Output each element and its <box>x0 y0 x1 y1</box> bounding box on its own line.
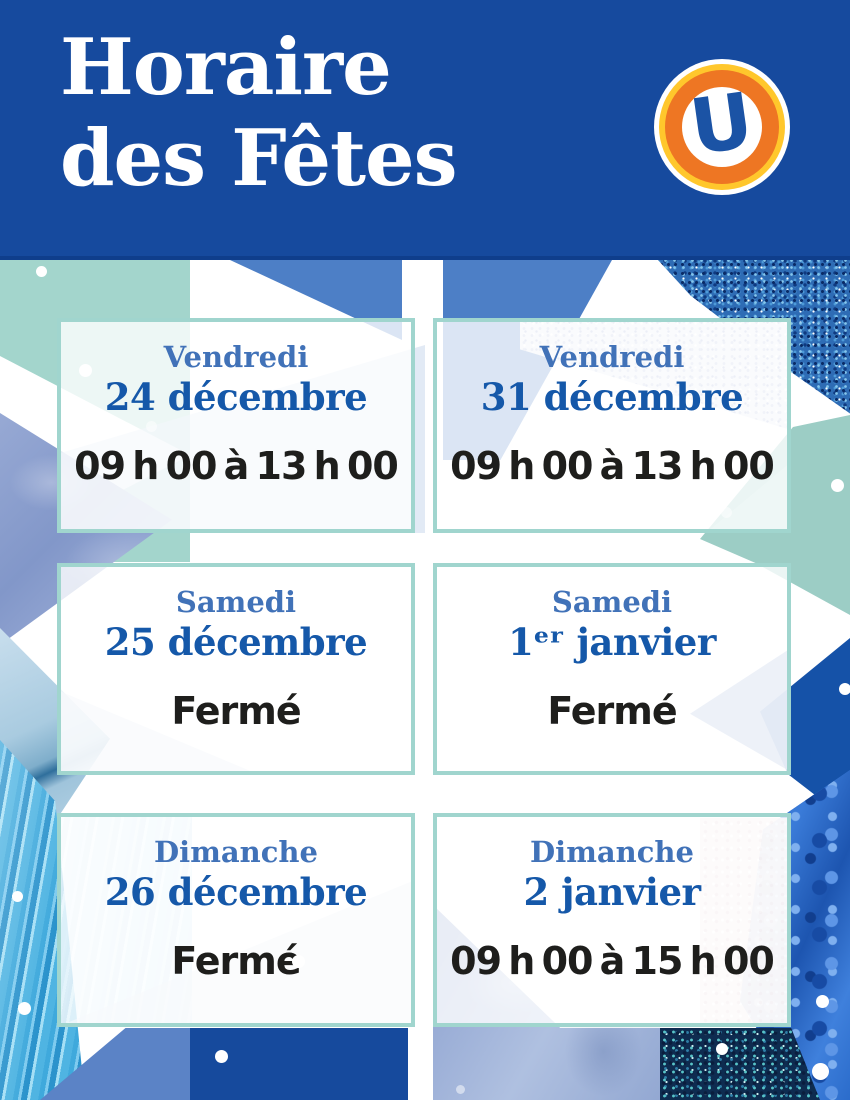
card-hours: Fermé <box>171 689 301 733</box>
card-hours: Fermé <box>547 689 677 733</box>
card-day: Vendredi <box>163 340 309 374</box>
card-day: Dimanche <box>530 835 694 869</box>
snow-dot <box>716 1043 728 1055</box>
card-date: 2 janvier <box>523 870 701 914</box>
brand-logo: U <box>654 59 790 195</box>
page-title: Horaire des Fêtes <box>60 22 458 204</box>
snow-dot <box>456 1085 465 1094</box>
snow-dot <box>36 266 47 277</box>
schedule-card-dec26: Dimanche 26 décembre Fermé <box>57 813 415 1027</box>
page-title-line1: Horaire <box>60 22 392 113</box>
snow-dot <box>215 1050 228 1063</box>
bg-glitter-bottom <box>660 1028 820 1100</box>
card-date: 1ᵉʳ janvier <box>508 620 716 664</box>
snow-dot <box>816 995 829 1008</box>
bg-darkblue-band-bottom <box>190 1028 408 1100</box>
schedule-card-dec24: Vendredi 24 décembre 09 h 00 à 13 h 00 <box>57 318 415 533</box>
snow-dot <box>721 507 732 518</box>
snow-dot <box>292 955 305 968</box>
schedule-card-jan1: Samedi 1ᵉʳ janvier Fermé <box>433 563 791 775</box>
snow-dot <box>831 479 844 492</box>
schedule-card-dec25: Samedi 25 décembre Fermé <box>57 563 415 775</box>
card-hours: 09 h 00 à 13 h 00 <box>450 444 775 488</box>
card-date: 24 décembre <box>104 375 368 419</box>
card-day: Vendredi <box>539 340 685 374</box>
snow-dot <box>18 1002 31 1015</box>
card-date: 31 décembre <box>480 375 744 419</box>
snow-dot <box>812 1063 829 1080</box>
logo-u-letter: U <box>684 74 759 172</box>
snow-dot <box>839 683 850 695</box>
card-hours: 09 h 00 à 15 h 00 <box>450 939 775 983</box>
card-date: 25 décembre <box>104 620 368 664</box>
card-day: Samedi <box>175 585 297 619</box>
header: Horaire des Fêtes U <box>0 0 850 260</box>
logo-inner-disc <box>682 87 762 167</box>
schedule-card-jan2: Dimanche 2 janvier 09 h 00 à 15 h 00 <box>433 813 791 1027</box>
card-date: 26 décembre <box>104 870 368 914</box>
card-hours: Fermé <box>171 939 301 983</box>
page-title-line2: des Fêtes <box>60 113 458 204</box>
card-day: Samedi <box>551 585 673 619</box>
card-day: Dimanche <box>154 835 318 869</box>
schedule-card-dec31: Vendredi 31 décembre 09 h 00 à 13 h 00 <box>433 318 791 533</box>
snow-dot <box>12 891 23 902</box>
card-hours: 09 h 00 à 13 h 00 <box>74 444 399 488</box>
snow-dot <box>146 421 157 432</box>
